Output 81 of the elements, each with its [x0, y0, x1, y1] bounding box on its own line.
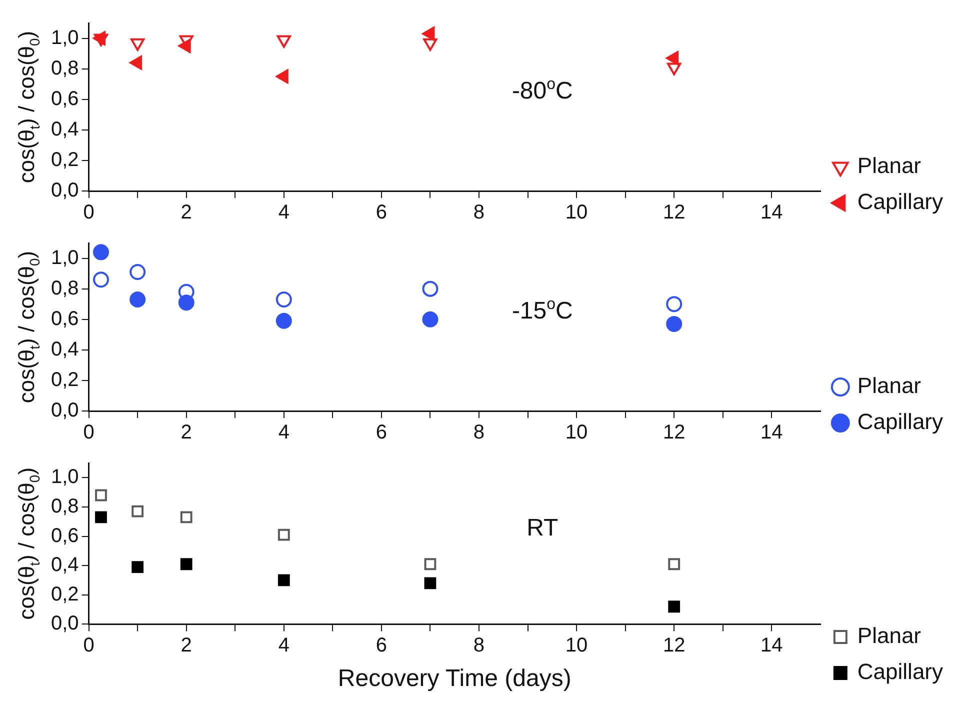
x-tick-label: 6 [376, 202, 388, 224]
x-tick-label: 4 [278, 634, 290, 657]
y-tick-label: 0,0 [50, 612, 79, 635]
x-tick-label: 12 [662, 634, 686, 657]
x-tick-label: 12 [662, 202, 686, 224]
point [668, 600, 680, 613]
point [132, 561, 144, 573]
y-axis-title: cos(θt) / cos(θ0) [14, 30, 42, 184]
x-tick-label: 8 [473, 422, 485, 444]
legend-label: Capillary [857, 189, 944, 214]
point [180, 511, 192, 524]
point [180, 558, 192, 570]
y-tick-label: 0,2 [50, 583, 79, 606]
x-tick-label: 8 [473, 202, 485, 224]
legend-label: Planar [857, 153, 922, 178]
y-tick-label: 1,0 [50, 26, 79, 49]
x-tick-label: 2 [180, 202, 192, 224]
point [666, 316, 682, 332]
point [94, 34, 108, 46]
x-tick-label: 4 [278, 422, 290, 444]
x-tick-label: 14 [760, 202, 783, 224]
point [130, 56, 142, 70]
y-tick-label: 0,6 [50, 308, 79, 330]
point [667, 62, 682, 76]
legend-label: Planar [857, 373, 922, 398]
point [422, 311, 438, 328]
x-tick-label: 2 [180, 422, 192, 444]
y-tick-label: 0,6 [50, 524, 79, 547]
point [424, 558, 436, 570]
point [276, 35, 291, 48]
point [422, 280, 438, 297]
point [276, 312, 292, 329]
point [95, 489, 107, 502]
point [130, 292, 146, 308]
y-tick-label: 0,8 [50, 277, 79, 300]
point [666, 296, 682, 312]
y-tick-label: 0,2 [50, 368, 79, 391]
x-tick-label: 10 [565, 422, 588, 444]
y-tick-label: 0,8 [50, 495, 79, 518]
x-tick-label: 0 [83, 634, 94, 657]
y-tick-label: 0,4 [50, 118, 79, 140]
y-tick-label: 1,0 [50, 466, 79, 488]
y-tick-label: 0,0 [50, 180, 79, 202]
y-tick-label: 0,8 [50, 57, 79, 80]
point [278, 574, 290, 586]
x-tick-label: 4 [278, 202, 290, 224]
point [423, 38, 438, 51]
point [130, 264, 146, 280]
x-tick-label: 8 [473, 634, 485, 657]
x-tick-label: 0 [83, 422, 94, 444]
y-tick-label: 0,2 [50, 148, 79, 171]
x-axis-title: Recovery Time (days) [338, 665, 572, 692]
legend-label: Planar [857, 623, 922, 648]
point [95, 511, 107, 524]
y-tick-label: 0,6 [50, 88, 79, 110]
x-tick-label: 6 [376, 634, 388, 657]
x-tick-label: 6 [376, 422, 388, 444]
x-tick-label: 12 [662, 422, 686, 444]
x-tick-label: 0 [83, 202, 94, 224]
x-tick-label: 14 [760, 634, 783, 657]
x-tick-label: 10 [565, 634, 588, 657]
x-tick-label: 10 [565, 202, 588, 224]
point [276, 292, 292, 308]
y-tick-label: 0,4 [50, 554, 79, 576]
x-tick-label: 2 [180, 634, 192, 657]
point [278, 528, 290, 541]
point [132, 505, 144, 518]
legend-label: Capillary [857, 659, 944, 684]
point [92, 272, 109, 288]
y-tick-label: 0,0 [50, 400, 79, 422]
y-tick-label: 0,4 [50, 338, 79, 360]
point [424, 577, 436, 590]
y-axis-title: cos(θt) / cos(θ0) [14, 467, 42, 620]
x-tick-label: 14 [760, 422, 783, 444]
annotation: RT [526, 514, 559, 542]
point [130, 38, 145, 51]
legend-label: Capillary [857, 409, 944, 434]
point [668, 558, 680, 570]
point [92, 244, 109, 260]
y-tick-label: 1,0 [50, 246, 79, 269]
y-axis-title: cos(θt) / cos(θ0) [14, 250, 42, 404]
